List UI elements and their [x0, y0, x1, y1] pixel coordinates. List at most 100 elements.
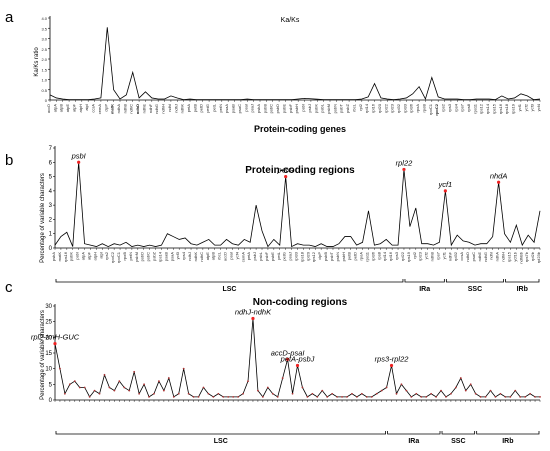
- x-tick-label: ycf3: [175, 251, 180, 259]
- x-tick-label: rps3: [447, 103, 452, 112]
- x-tick-label: rpl22: [400, 251, 405, 261]
- x-tick-label: rps19: [406, 251, 411, 262]
- data-point: [420, 395, 423, 398]
- x-tick-label: psbJ: [307, 104, 312, 112]
- region-label: SSC: [468, 286, 482, 293]
- y-tick-label: 30: [45, 304, 52, 310]
- peak-label: nhdA: [490, 171, 508, 180]
- y-tick-label: 6: [49, 160, 53, 166]
- x-tick-label: rpl23: [418, 251, 423, 261]
- peak-marker: [389, 363, 394, 368]
- peak-label: accD-psaI: [271, 348, 305, 357]
- x-tick-label: psbA: [51, 252, 56, 261]
- data-point: [301, 386, 304, 389]
- x-tick-label: rpl22: [383, 103, 388, 113]
- x-tick-label: rps7: [435, 251, 440, 260]
- data-point: [242, 392, 244, 395]
- y-tick-label: 0: [49, 246, 53, 252]
- y-tick-label: 1: [49, 232, 53, 238]
- data-point: [425, 395, 428, 398]
- data-point: [276, 395, 279, 398]
- y-tick-label: 3: [49, 203, 53, 209]
- x-tick-label: psbN: [332, 104, 337, 113]
- data-point: [217, 392, 220, 395]
- data-point: [474, 392, 477, 395]
- x-tick-label: psbZ: [152, 251, 157, 260]
- data-point: [153, 392, 155, 395]
- x-tick-label: rpoC2: [110, 251, 115, 263]
- x-tick-label: petD: [199, 104, 204, 113]
- data-point: [177, 392, 180, 395]
- x-tick-label: psbK: [69, 252, 74, 261]
- x-tick-label: ycf3: [530, 103, 535, 111]
- region-bracket: [387, 431, 441, 435]
- data-point: [454, 386, 457, 389]
- data-point: [123, 386, 126, 389]
- x-tick-label: accD: [223, 252, 228, 261]
- x-tick-label: rps18: [504, 103, 509, 114]
- series-line: [54, 162, 541, 248]
- x-tick-label: rps2: [104, 251, 109, 260]
- x-tick-label: petD: [353, 252, 358, 261]
- data-point: [187, 392, 190, 395]
- x-tick-label: petG: [282, 252, 287, 261]
- x-tick-label: ndhD: [135, 104, 140, 114]
- series-line: [49, 27, 541, 101]
- region-bracket: [404, 279, 445, 283]
- x-tick-label: rpl2: [412, 251, 417, 258]
- data-point: [380, 389, 383, 392]
- x-tick-label: accD: [46, 104, 51, 113]
- data-point: [311, 392, 314, 395]
- x-tick-label: rpl33: [402, 103, 407, 113]
- x-tick-label: psbI: [301, 104, 306, 112]
- region-bracket: [505, 279, 540, 283]
- peak-marker: [496, 180, 501, 184]
- data-point: [331, 392, 334, 395]
- data-point: [539, 395, 541, 398]
- x-tick-label: rpl14: [364, 103, 369, 113]
- data-point: [271, 392, 274, 395]
- y-tick-label: 4: [49, 189, 53, 195]
- y-tick-label: 15: [45, 351, 52, 357]
- peak-label: ycf1: [437, 180, 452, 189]
- x-tick-label: rpoA: [359, 252, 364, 261]
- data-point: [494, 395, 497, 398]
- x-tick-label: rps16: [498, 103, 503, 114]
- y-tick-label: 10: [45, 367, 52, 373]
- x-tick-label: psbK: [313, 104, 318, 113]
- x-tick-label: ndhB: [122, 104, 127, 114]
- data-point: [167, 377, 170, 379]
- y-tick-label: 4.0: [41, 16, 47, 21]
- region-label: IRb: [517, 286, 528, 293]
- x-tick-label: rps18: [299, 251, 304, 262]
- region-label: SSC: [451, 438, 465, 445]
- data-point: [489, 389, 492, 392]
- data-point: [207, 392, 210, 395]
- data-point: [440, 389, 442, 392]
- panel-a-xlabel: Protein-coding genes: [254, 124, 346, 134]
- x-tick-label: psaB: [163, 252, 168, 261]
- data-point: [182, 367, 185, 370]
- x-tick-label: ndhD: [465, 252, 470, 262]
- data-point: [222, 395, 225, 398]
- x-tick-label: rpoB: [421, 104, 426, 113]
- x-tick-label: petG: [205, 104, 210, 113]
- x-tick-label: petL: [211, 103, 216, 112]
- data-point: [128, 389, 131, 392]
- x-tick-label: rpl32: [396, 103, 401, 113]
- data-point: [375, 392, 378, 395]
- x-tick-label: psaC: [237, 104, 242, 113]
- x-tick-label: psaA: [169, 252, 174, 261]
- y-tick-label: 25: [45, 320, 52, 326]
- data-point: [118, 380, 121, 383]
- x-tick-label: rpl16: [388, 251, 393, 261]
- x-tick-label: petB: [192, 104, 197, 113]
- x-tick-label: ndhC: [199, 252, 204, 262]
- data-point: [336, 395, 338, 398]
- x-tick-label: rps3: [394, 251, 399, 260]
- data-point: [266, 386, 269, 389]
- x-tick-label: psbA: [256, 104, 261, 113]
- x-tick-label: matK: [110, 104, 115, 114]
- x-tick-label: psbL: [258, 251, 263, 260]
